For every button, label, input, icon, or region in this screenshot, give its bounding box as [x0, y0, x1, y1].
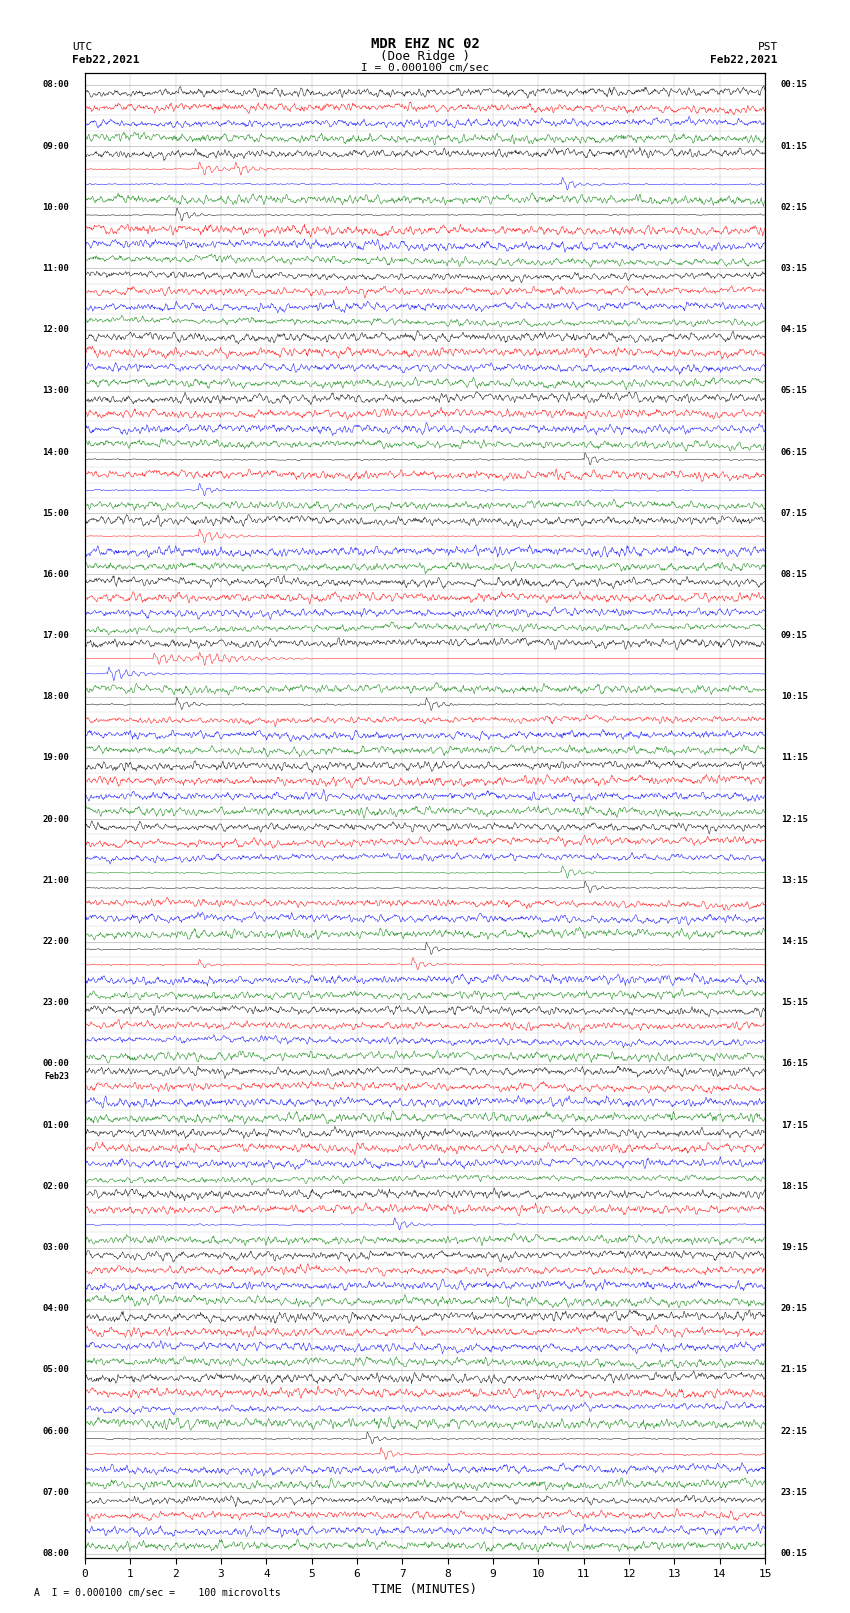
Text: 05:00: 05:00 [42, 1366, 69, 1374]
Text: 18:00: 18:00 [42, 692, 69, 702]
Text: 19:00: 19:00 [42, 753, 69, 763]
Text: 13:00: 13:00 [42, 386, 69, 395]
Text: PST: PST [757, 42, 778, 52]
Text: (Doe Ridge ): (Doe Ridge ) [380, 50, 470, 63]
Text: 11:15: 11:15 [781, 753, 807, 763]
Text: 06:15: 06:15 [781, 447, 807, 456]
Text: 01:15: 01:15 [781, 142, 807, 150]
Text: 08:15: 08:15 [781, 569, 807, 579]
Text: 17:00: 17:00 [42, 631, 69, 640]
Text: Feb22,2021: Feb22,2021 [72, 55, 139, 65]
Text: 07:15: 07:15 [781, 508, 807, 518]
Text: 09:00: 09:00 [42, 142, 69, 150]
Text: 00:00: 00:00 [42, 1060, 69, 1068]
Text: 10:15: 10:15 [781, 692, 807, 702]
Text: 14:00: 14:00 [42, 447, 69, 456]
Text: 14:15: 14:15 [781, 937, 807, 947]
Text: 08:00: 08:00 [42, 1548, 69, 1558]
Text: A  I = 0.000100 cm/sec =    100 microvolts: A I = 0.000100 cm/sec = 100 microvolts [34, 1589, 280, 1598]
Text: 22:15: 22:15 [781, 1426, 807, 1436]
Text: MDR EHZ NC 02: MDR EHZ NC 02 [371, 37, 479, 52]
Text: 05:15: 05:15 [781, 386, 807, 395]
Text: 16:00: 16:00 [42, 569, 69, 579]
Text: 23:00: 23:00 [42, 998, 69, 1007]
Text: 15:15: 15:15 [781, 998, 807, 1007]
Text: 03:15: 03:15 [781, 265, 807, 273]
Text: 07:00: 07:00 [42, 1487, 69, 1497]
Text: 12:00: 12:00 [42, 326, 69, 334]
Text: 20:15: 20:15 [781, 1305, 807, 1313]
Text: 21:00: 21:00 [42, 876, 69, 886]
Text: 13:15: 13:15 [781, 876, 807, 886]
Text: 04:00: 04:00 [42, 1305, 69, 1313]
Text: 17:15: 17:15 [781, 1121, 807, 1129]
Text: 04:15: 04:15 [781, 326, 807, 334]
Text: 03:00: 03:00 [42, 1244, 69, 1252]
Text: UTC: UTC [72, 42, 93, 52]
Text: 23:15: 23:15 [781, 1487, 807, 1497]
Text: 11:00: 11:00 [42, 265, 69, 273]
Text: 15:00: 15:00 [42, 508, 69, 518]
Text: 20:00: 20:00 [42, 815, 69, 824]
Text: 00:15: 00:15 [781, 1548, 807, 1558]
Text: 06:00: 06:00 [42, 1426, 69, 1436]
Text: Feb23: Feb23 [44, 1073, 69, 1081]
Text: 18:15: 18:15 [781, 1182, 807, 1190]
Text: 12:15: 12:15 [781, 815, 807, 824]
Text: 10:00: 10:00 [42, 203, 69, 211]
Text: 21:15: 21:15 [781, 1366, 807, 1374]
Text: 09:15: 09:15 [781, 631, 807, 640]
Text: 00:15: 00:15 [781, 81, 807, 89]
Text: 01:00: 01:00 [42, 1121, 69, 1129]
Text: I = 0.000100 cm/sec: I = 0.000100 cm/sec [361, 63, 489, 73]
Text: 02:00: 02:00 [42, 1182, 69, 1190]
Text: 08:00: 08:00 [42, 81, 69, 89]
Text: 22:00: 22:00 [42, 937, 69, 947]
Text: 16:15: 16:15 [781, 1060, 807, 1068]
X-axis label: TIME (MINUTES): TIME (MINUTES) [372, 1582, 478, 1595]
Text: 19:15: 19:15 [781, 1244, 807, 1252]
Text: 02:15: 02:15 [781, 203, 807, 211]
Text: Feb22,2021: Feb22,2021 [711, 55, 778, 65]
